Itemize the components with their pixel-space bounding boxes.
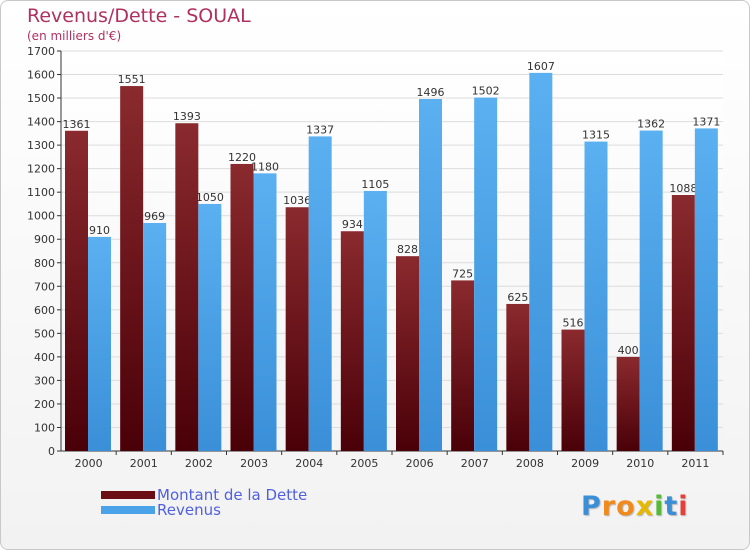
y-tick-label: 1600 <box>27 69 55 82</box>
bar-dette <box>561 329 585 451</box>
data-label-revenus: 1502 <box>472 85 500 98</box>
legend: Montant de la Dette Revenus <box>101 485 308 519</box>
bar-revenus <box>363 191 387 451</box>
legend-label-revenus: Revenus <box>157 500 221 519</box>
y-tick-label: 700 <box>34 280 55 293</box>
data-label-dette: 1036 <box>283 194 311 207</box>
logo-letter: i <box>654 491 665 522</box>
y-tick-label: 900 <box>34 233 55 246</box>
plot-area <box>61 51 723 451</box>
bar-dette <box>396 256 419 451</box>
legend-item-revenus: Revenus <box>101 500 307 519</box>
bar-revenus <box>88 236 111 451</box>
x-tick-label: 2001 <box>130 457 158 470</box>
x-tick-label: 2005 <box>350 457 378 470</box>
x-tick-label: 2008 <box>516 457 544 470</box>
y-tick-label: 400 <box>34 351 55 364</box>
bar-revenus <box>143 223 167 451</box>
bar-revenus <box>474 97 498 452</box>
bar-dette <box>506 303 530 451</box>
x-tick-label: 2009 <box>571 457 599 470</box>
data-label-revenus: 1105 <box>361 178 389 191</box>
bar-dette <box>671 195 695 451</box>
legend-label-dette: Montant de la Dette <box>157 485 308 504</box>
x-tick-label: 2007 <box>461 457 489 470</box>
bar-revenus <box>694 128 718 451</box>
x-tick-label: 2010 <box>626 457 654 470</box>
legend-item-dette: Montant de la Dette <box>101 485 308 504</box>
y-tick-label: 300 <box>34 374 55 387</box>
data-label-revenus: 1371 <box>692 115 720 128</box>
bar-dette <box>175 123 199 451</box>
data-label-dette: 625 <box>507 291 528 304</box>
data-label-revenus: 1496 <box>417 86 445 99</box>
data-label-dette: 725 <box>452 267 473 280</box>
data-label-revenus: 969 <box>144 210 165 223</box>
logo-letter: x <box>635 491 655 522</box>
data-label-revenus: 910 <box>89 224 110 237</box>
bar-revenus <box>419 99 442 451</box>
data-label-dette: 1220 <box>228 151 256 164</box>
data-label-revenus: 1362 <box>637 118 665 131</box>
y-tick-label: 1200 <box>27 163 55 176</box>
bar-revenus <box>198 203 222 451</box>
bar-dette <box>65 130 88 451</box>
bar-dette <box>285 207 309 451</box>
data-label-dette: 1088 <box>669 182 697 195</box>
y-tick-label: 200 <box>34 398 55 411</box>
chart-title: Revenus/Dette - SOUAL <box>27 5 251 27</box>
bar-revenus <box>529 72 553 451</box>
data-label-dette: 1393 <box>173 110 201 123</box>
bar-dette <box>340 231 364 451</box>
data-label-dette: 1361 <box>63 118 91 131</box>
y-tick-label: 500 <box>34 327 55 340</box>
proxiti-logo: Proxiti <box>581 491 689 522</box>
x-tick-label: 2000 <box>75 457 103 470</box>
logo-letter: r <box>601 491 617 522</box>
legend-swatch-dette <box>101 490 155 499</box>
bar-dette <box>451 280 475 451</box>
y-tick-label: 1300 <box>27 139 55 152</box>
logo-letter: t <box>664 491 679 522</box>
data-label-dette: 1551 <box>118 73 146 86</box>
bar-revenus <box>584 141 608 451</box>
y-tick-label: 600 <box>34 304 55 317</box>
legend-swatch-revenus <box>101 505 155 514</box>
x-tick-label: 2002 <box>185 457 213 470</box>
data-label-revenus: 1337 <box>306 123 334 136</box>
y-tick-label: 1500 <box>27 92 55 105</box>
data-label-revenus: 1180 <box>251 160 279 173</box>
y-tick-label: 0 <box>48 445 55 458</box>
logo-letter: i <box>678 491 689 522</box>
bar-revenus <box>253 173 277 451</box>
data-label-revenus: 1315 <box>582 129 610 142</box>
data-label-dette: 934 <box>342 218 363 231</box>
logo-letter: P <box>581 491 602 522</box>
y-tick-label: 800 <box>34 257 55 270</box>
data-label-dette: 828 <box>397 243 418 256</box>
y-tick-label: 1000 <box>27 210 55 223</box>
bar-dette <box>616 356 640 451</box>
x-tick-label: 2004 <box>295 457 323 470</box>
data-label-dette: 400 <box>618 344 639 357</box>
data-label-revenus: 1607 <box>527 60 555 73</box>
bar-revenus <box>308 136 332 452</box>
logo-letter: o <box>616 491 636 522</box>
chart-subtitle: (en milliers d'€) <box>27 29 122 43</box>
bar-dette <box>120 86 144 451</box>
x-tick-label: 2003 <box>240 457 268 470</box>
bar-dette <box>230 163 254 452</box>
data-label-dette: 516 <box>563 317 584 330</box>
y-tick-label: 1100 <box>27 186 55 199</box>
x-tick-label: 2006 <box>406 457 434 470</box>
x-tick-label: 2011 <box>681 457 709 470</box>
bar-revenus <box>639 130 663 451</box>
y-tick-label: 100 <box>34 421 55 434</box>
y-tick-label: 1700 <box>27 45 55 58</box>
y-tick-label: 1400 <box>27 116 55 129</box>
data-label-revenus: 1050 <box>196 191 224 204</box>
